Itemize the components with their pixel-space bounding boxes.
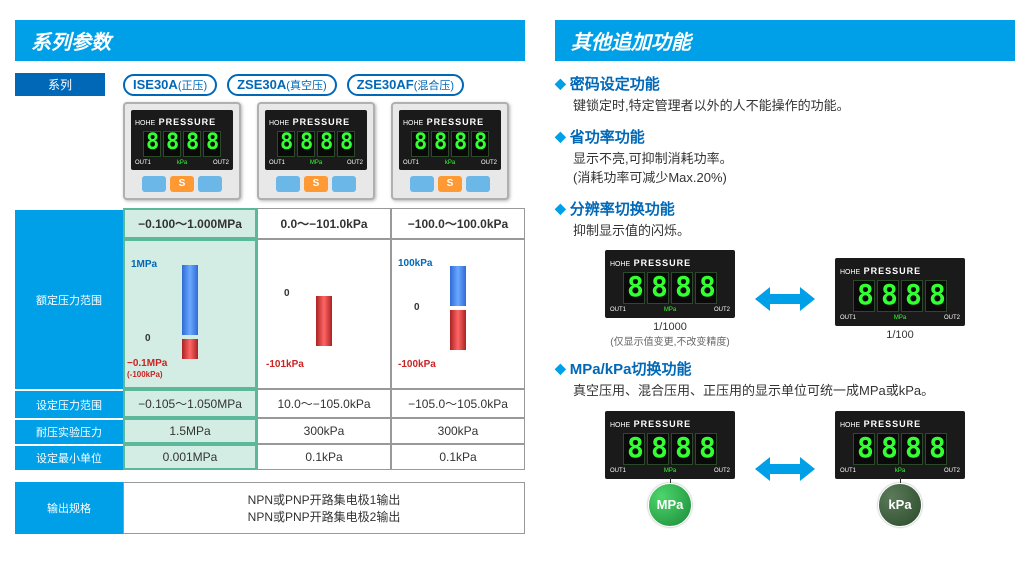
up-btn	[142, 176, 166, 192]
display-1000: HOHE PRESSURE OUT1MPaOUT2 1/1000 (仅显示值变更…	[605, 250, 735, 348]
display-100: HOHE PRESSURE OUT1MPaOUT2 1/100	[835, 258, 965, 341]
rated-range-1: −0.100～1.000MPa	[123, 208, 257, 239]
set-1: −0.105～1.050MPa	[123, 389, 257, 418]
rated-bar-2: 0 -101kPa	[257, 239, 391, 389]
resolution-pair: HOHE PRESSURE OUT1MPaOUT2 1/1000 (仅显示值变更…	[555, 250, 1015, 348]
min-label: 设定最小单位	[15, 444, 123, 470]
tab-zse30a: ZSE30A(真空压)	[227, 74, 336, 96]
output-label: 输出规格	[15, 482, 123, 534]
set-label: 设定压力范围	[15, 389, 123, 418]
proof-3: 300kPa	[391, 418, 525, 444]
swap-arrow-icon	[755, 454, 815, 484]
feature-power: 省功率功能 显示不亮,可抑制消耗功率。 (消耗功率可减少Max.20%)	[555, 126, 1015, 188]
feature-unit: MPa/kPa切换功能 真空压用、混合压用、正压用的显示单位可统一成MPa或kP…	[555, 358, 1015, 401]
proof-label: 耐压实验压力	[15, 418, 123, 444]
tab-zse30af: ZSE30AF(混合压)	[347, 74, 464, 96]
feature-password: 密码设定功能 键锁定时,特定管理者以外的人不能操作的功能。	[555, 73, 1015, 116]
rated-bar-1: 1MPa 0 −0.1MPa (-100kPa)	[123, 239, 257, 389]
kpa-badge: kPa	[878, 483, 922, 527]
s-btn: S	[170, 176, 194, 192]
output-cell: NPN或PNP开路集电极1输出 NPN或PNP开路集电极2输出	[123, 482, 525, 534]
rated-bar-3: 100kPa 0 -100kPa	[391, 239, 525, 389]
set-3: −105.0～105.0kPa	[391, 389, 525, 418]
rated-range-2: 0.0～−101.0kPa	[257, 208, 391, 239]
series-label: 系列	[15, 73, 105, 96]
min-2: 0.1kPa	[257, 444, 391, 470]
display-kpa: HOHE PRESSURE OUT1kPaOUT2 kPa	[835, 411, 965, 527]
mpa-badge: MPa	[648, 483, 692, 527]
output-row: 输出规格 NPN或PNP开路集电极1输出 NPN或PNP开路集电极2输出	[15, 482, 525, 534]
param-grid: 额定压力范围 −0.100～1.000MPa 0.0～−101.0kPa −10…	[15, 208, 525, 470]
set-2: 10.0～−105.0kPa	[257, 389, 391, 418]
device-2: HOHE PRESSURE OUT1MPaOUT2 S	[257, 102, 375, 200]
proof-1: 1.5MPa	[123, 418, 257, 444]
series-row: 系列 ISE30A(正压) ZSE30A(真空压) ZSE30AF(混合压)	[15, 73, 525, 96]
min-1: 0.001MPa	[123, 444, 257, 470]
unit-pair: HOHE PRESSURE OUT1MPaOUT2 MPa HOHE PRESS…	[555, 411, 1015, 527]
device-3: HOHE PRESSURE OUT1kPaOUT2 S	[391, 102, 509, 200]
min-3: 0.1kPa	[391, 444, 525, 470]
feature-resolution: 分辨率切换功能 抑制显示值的闪烁。	[555, 198, 1015, 241]
display-mpa: HOHE PRESSURE OUT1MPaOUT2 MPa	[605, 411, 735, 527]
rated-range-3: −100.0～100.0kPa	[391, 208, 525, 239]
proof-2: 300kPa	[257, 418, 391, 444]
tab-ise30a: ISE30A(正压)	[123, 74, 217, 96]
rated-label: 额定压力范围	[15, 208, 123, 389]
devices-row: HOHE PRESSURE OUT1kPaOUT2 S HOHE PRESSUR…	[123, 102, 525, 200]
right-header: 其他追加功能	[555, 20, 1015, 61]
device-1: HOHE PRESSURE OUT1kPaOUT2 S	[123, 102, 241, 200]
left-header: 系列参数	[15, 20, 525, 61]
series-params-panel: 系列参数 系列 ISE30A(正压) ZSE30A(真空压) ZSE30AF(混…	[15, 20, 525, 537]
additional-features-panel: 其他追加功能 密码设定功能 键锁定时,特定管理者以外的人不能操作的功能。 省功率…	[555, 20, 1015, 537]
swap-arrow-icon	[755, 284, 815, 314]
down-btn	[198, 176, 222, 192]
